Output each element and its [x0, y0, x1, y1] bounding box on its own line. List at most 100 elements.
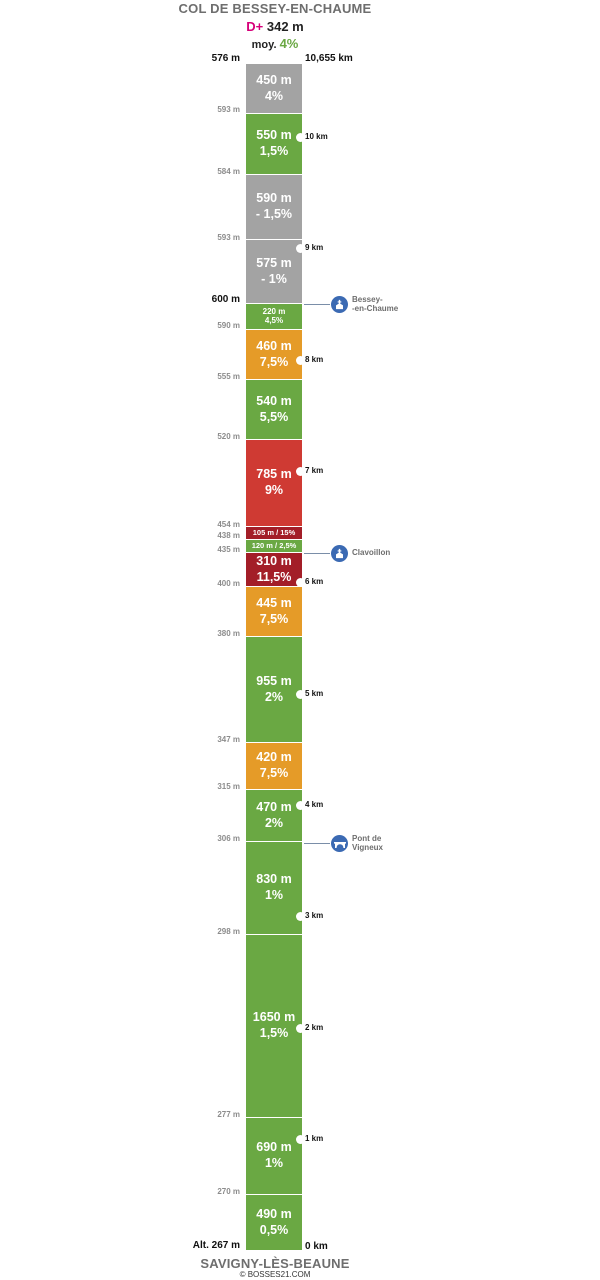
altitude-label: 438 m: [217, 531, 240, 540]
km-marker-dot: [296, 801, 305, 810]
segment-length: 460 m: [256, 338, 292, 353]
km-marker-dot: [296, 690, 305, 699]
segment-gradient: 1,5%: [259, 144, 289, 158]
altitude-label: 315 m: [217, 782, 240, 791]
segment-gradient: 4,5%: [264, 315, 284, 325]
km-label: 4 km: [305, 800, 324, 809]
segment-length: 490 m: [256, 1206, 292, 1221]
altitude-label: 593 m: [217, 233, 240, 242]
km-marker-dot: [296, 356, 305, 365]
altitude-label: 520 m: [217, 432, 240, 441]
profile-segment: 690 m 1%: [246, 1118, 302, 1195]
segment-length: 830 m: [256, 872, 292, 887]
km-label: 3 km: [305, 911, 324, 920]
average-gradient-label: moy.: [251, 39, 277, 51]
km-marker-dot: [296, 912, 305, 921]
profile-segment: 490 m 0,5%: [246, 1195, 302, 1251]
km-label: 5 km: [305, 689, 324, 698]
segment-gradient: 7,5%: [259, 766, 289, 780]
segment-length: 550 m: [256, 128, 292, 143]
altitude-label: 593 m: [217, 105, 240, 114]
profile-segment: 220 m 4,5%: [246, 304, 302, 330]
profile-segment: 955 m 2%: [246, 637, 302, 743]
km-label: 7 km: [305, 466, 324, 475]
km-label: 1 km: [305, 1134, 324, 1143]
altitude-label: 380 m: [217, 629, 240, 638]
segment-gradient: 11,5%: [256, 569, 292, 584]
km-label: 2 km: [305, 1023, 324, 1032]
bridge-icon: [331, 835, 348, 852]
km-marker-dot: [296, 244, 305, 253]
segment-gradient: 1%: [264, 1156, 284, 1170]
profile-segment: 105 m / 15%: [246, 527, 302, 540]
altitude-label: 590 m: [217, 321, 240, 330]
poi-label: Pont de Vigneux: [352, 834, 383, 852]
poi-label: Bessey- -en-Chaume: [352, 295, 399, 313]
segment-length: 785 m: [256, 467, 292, 482]
segment-gradient: 1%: [264, 888, 284, 902]
altitude-label: 600 m: [211, 294, 240, 305]
km-label: 6 km: [305, 577, 324, 586]
poi-connector: [304, 304, 330, 305]
church-icon: [331, 545, 348, 562]
altitude-label: 270 m: [217, 1187, 240, 1196]
km-label: 0 km: [305, 1241, 328, 1252]
km-marker-dot: [296, 467, 305, 476]
segment-length: 120 m / 2,5%: [251, 541, 297, 551]
segment-gradient: - 1,5%: [255, 207, 293, 221]
altitude-label: 306 m: [217, 834, 240, 843]
average-gradient: moy. 4%: [0, 36, 550, 51]
profile-segment: 420 m 7,5%: [246, 743, 302, 790]
poi-connector: [304, 553, 330, 554]
segment-length: 105 m / 15%: [252, 528, 296, 538]
segment-length: 540 m: [256, 393, 292, 408]
elevation-gain-label: D+: [246, 19, 264, 34]
km-marker-dot: [296, 133, 305, 142]
altitude-label: Alt. 267 m: [192, 1240, 240, 1251]
start-location: SAVIGNY-LÈS-BEAUNE: [200, 1256, 350, 1271]
altitude-label: 435 m: [217, 545, 240, 554]
profile-segment: 450 m 4%: [246, 64, 302, 114]
climb-title: COL DE BESSEY-EN-CHAUME: [178, 1, 372, 16]
segment-length: 310 m: [256, 553, 292, 568]
segment-length: 420 m: [256, 750, 292, 765]
km-marker-dot: [296, 578, 305, 587]
altitude-label: 298 m: [217, 927, 240, 936]
segment-length: 590 m: [256, 191, 292, 206]
profile-segment: 785 m 9%: [246, 440, 302, 527]
segment-gradient: 2%: [264, 815, 284, 830]
segment-length: 445 m: [256, 595, 292, 610]
profile-segment: 575 m- 1%: [246, 240, 302, 304]
altitude-label: 277 m: [217, 1110, 240, 1119]
profile-segment: 830 m 1%: [246, 842, 302, 935]
altitude-label: 454 m: [217, 520, 240, 529]
profile-segment: 590 m- 1,5%: [246, 175, 302, 240]
copyright: © BOSSES21.COM: [239, 1270, 311, 1279]
km-marker-dot: [296, 1135, 305, 1144]
km-label: 10 km: [305, 132, 328, 141]
segment-gradient: - 1%: [261, 271, 287, 286]
profile-segment: 445 m 7,5%: [246, 587, 302, 637]
profile-segment: 470 m 2%: [246, 790, 302, 842]
profile-segment: 120 m / 2,5%: [246, 540, 302, 553]
segment-gradient: 7,5%: [259, 611, 289, 626]
segment-length: 955 m: [256, 673, 292, 688]
altitude-label: 555 m: [217, 372, 240, 381]
segment-gradient: 1,5%: [259, 1026, 289, 1040]
altitude-label: 576 m: [211, 53, 240, 64]
elevation-gain-value: 342 m: [266, 19, 304, 34]
segment-gradient: 0,5%: [259, 1222, 289, 1237]
profile-segment: 550 m 1,5%: [246, 114, 302, 175]
segment-gradient: 7,5%: [259, 354, 289, 369]
segment-length: 1650 m: [252, 1010, 296, 1025]
altitude-label: 400 m: [217, 579, 240, 588]
km-label: 9 km: [305, 243, 324, 252]
segment-length: 575 m: [256, 255, 292, 270]
km-label: 8 km: [305, 355, 324, 364]
segment-length: 690 m: [256, 1140, 292, 1155]
segment-gradient: 9%: [264, 483, 284, 497]
poi-connector: [304, 843, 330, 844]
elevation-gain: D+ 342 m: [0, 19, 550, 34]
profile-segment: 310 m 11,5%: [246, 553, 302, 587]
segment-length: 470 m: [256, 799, 292, 814]
